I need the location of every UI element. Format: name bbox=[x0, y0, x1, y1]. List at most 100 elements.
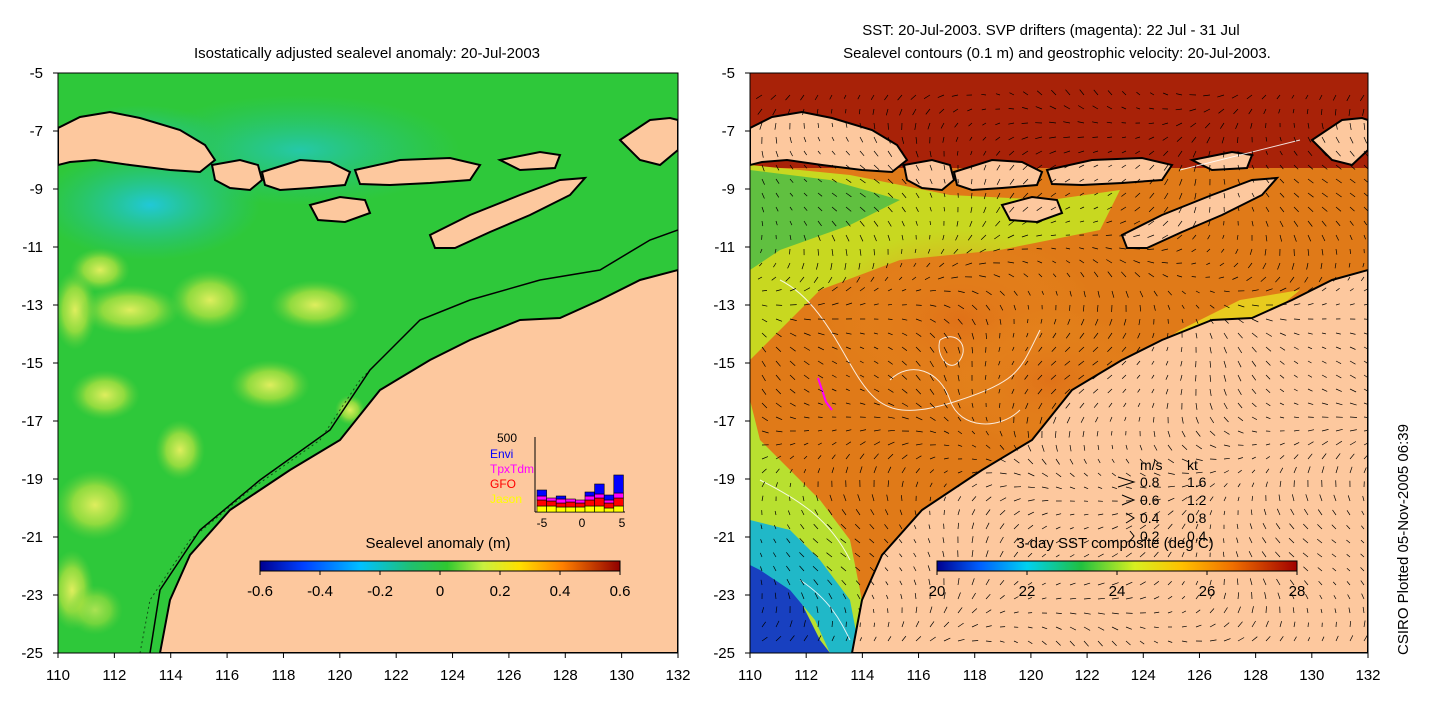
velocity-vector bbox=[1125, 472, 1131, 477]
velocity-vector bbox=[915, 455, 922, 460]
velocity-vector bbox=[870, 94, 875, 100]
velocity-vector bbox=[1139, 486, 1147, 489]
velocity-vector bbox=[775, 178, 780, 184]
velocity-vector bbox=[1148, 150, 1155, 155]
velocity-vector bbox=[899, 553, 903, 558]
velocity-vector bbox=[1293, 332, 1300, 336]
velocity-vector bbox=[1218, 276, 1225, 279]
y-tick-label: -9 bbox=[30, 181, 43, 198]
velocity-vector bbox=[1293, 206, 1299, 213]
velocity-vector bbox=[1013, 581, 1019, 586]
velocity-vector bbox=[1223, 638, 1231, 642]
velocity-vector bbox=[858, 108, 861, 115]
velocity-vector bbox=[957, 290, 965, 293]
velocity-vector bbox=[1237, 606, 1241, 614]
velocity-vector bbox=[1083, 513, 1089, 516]
velocity-vector bbox=[1121, 346, 1127, 352]
velocity-vector bbox=[855, 566, 861, 572]
velocity-vector bbox=[845, 302, 853, 306]
velocity-vector bbox=[831, 388, 837, 392]
velocity-vector bbox=[1121, 271, 1127, 278]
velocity-vector bbox=[1063, 150, 1071, 154]
velocity-vector bbox=[789, 455, 795, 460]
velocity-vector bbox=[1024, 360, 1029, 366]
velocity-vector bbox=[1039, 332, 1043, 338]
x-tick-label: 110 bbox=[46, 667, 70, 684]
velocity-vector bbox=[899, 524, 903, 530]
hist-bar-segment bbox=[584, 505, 595, 513]
velocity-vector bbox=[1055, 554, 1060, 558]
y-tick-label: -9 bbox=[722, 181, 735, 198]
velocity-vector bbox=[1181, 484, 1189, 488]
velocity-vector bbox=[1121, 374, 1127, 380]
velocity-vector bbox=[926, 262, 931, 268]
velocity-vector bbox=[1195, 416, 1199, 424]
velocity-vector bbox=[999, 640, 1005, 643]
velocity-vector bbox=[1069, 582, 1076, 586]
velocity-vector bbox=[1097, 582, 1105, 586]
velocity-vector bbox=[915, 318, 922, 322]
velocity-vector bbox=[1293, 150, 1298, 156]
velocity-vector bbox=[901, 621, 905, 628]
velocity-vector bbox=[1321, 248, 1324, 256]
velocity-vector bbox=[1093, 206, 1099, 210]
velocity-vector bbox=[957, 388, 960, 395]
velocity-vector bbox=[999, 458, 1006, 463]
velocity-vector bbox=[856, 276, 861, 283]
hist-bar-segment bbox=[546, 497, 557, 502]
velocity-vector bbox=[985, 579, 990, 586]
velocity-vector bbox=[1064, 178, 1071, 183]
velocity-vector bbox=[957, 638, 965, 642]
velocity-vector bbox=[775, 220, 778, 226]
velocity-vector bbox=[1013, 510, 1020, 516]
velocity-vector bbox=[1349, 136, 1354, 144]
hist-bar-segment bbox=[584, 499, 595, 507]
velocity-vector bbox=[817, 286, 824, 292]
java-land bbox=[750, 110, 909, 174]
velocity-vector bbox=[1179, 192, 1183, 200]
velocity-vector bbox=[971, 608, 978, 614]
velocity-vector bbox=[1279, 455, 1285, 460]
velocity-vector bbox=[1251, 416, 1258, 421]
velocity-vector bbox=[1265, 481, 1268, 488]
velocity-vector bbox=[1134, 272, 1141, 278]
velocity-vector bbox=[1134, 206, 1141, 212]
velocity-vector bbox=[1120, 206, 1127, 211]
velocity-vector bbox=[1181, 304, 1185, 309]
velocity-vector bbox=[1335, 388, 1342, 392]
velocity-vector bbox=[1037, 360, 1043, 366]
velocity-vector bbox=[761, 621, 766, 628]
velocity-vector bbox=[1347, 594, 1351, 600]
velocity-vector bbox=[1069, 513, 1075, 516]
velocity-vector bbox=[901, 220, 905, 227]
velocity-vector bbox=[970, 150, 973, 156]
velocity-vector bbox=[1079, 192, 1085, 196]
velocity-vector bbox=[887, 206, 893, 213]
velocity-vector bbox=[1106, 121, 1113, 124]
velocity-vector bbox=[887, 318, 893, 320]
velocity-vector bbox=[971, 496, 977, 502]
velocity-vector bbox=[1349, 429, 1357, 432]
velocity-vector bbox=[968, 122, 973, 127]
velocity-vector bbox=[803, 192, 808, 197]
velocity-vector bbox=[1321, 332, 1326, 335]
velocity-vector bbox=[831, 136, 835, 142]
velocity-vector bbox=[845, 164, 851, 170]
velocity-vector bbox=[859, 637, 863, 642]
velocity-vector bbox=[929, 318, 936, 323]
velocity-vector bbox=[1064, 374, 1071, 380]
velocity-vector bbox=[1231, 94, 1239, 99]
velocity-vector bbox=[1223, 402, 1228, 410]
velocity-vector bbox=[957, 470, 963, 474]
sumba-land bbox=[308, 195, 372, 224]
velocity-vector bbox=[1123, 318, 1127, 326]
velocity-legend-ms: 0.4 bbox=[1140, 510, 1160, 526]
velocity-vector bbox=[915, 621, 920, 628]
velocity-vector bbox=[1153, 537, 1159, 544]
velocity-vector bbox=[943, 318, 950, 324]
velocity-vector bbox=[1251, 178, 1255, 183]
x-tick-label: 132 bbox=[665, 667, 690, 684]
velocity-vector bbox=[845, 286, 852, 292]
velocity-vector bbox=[1083, 582, 1091, 586]
velocity-vector bbox=[1069, 458, 1074, 465]
